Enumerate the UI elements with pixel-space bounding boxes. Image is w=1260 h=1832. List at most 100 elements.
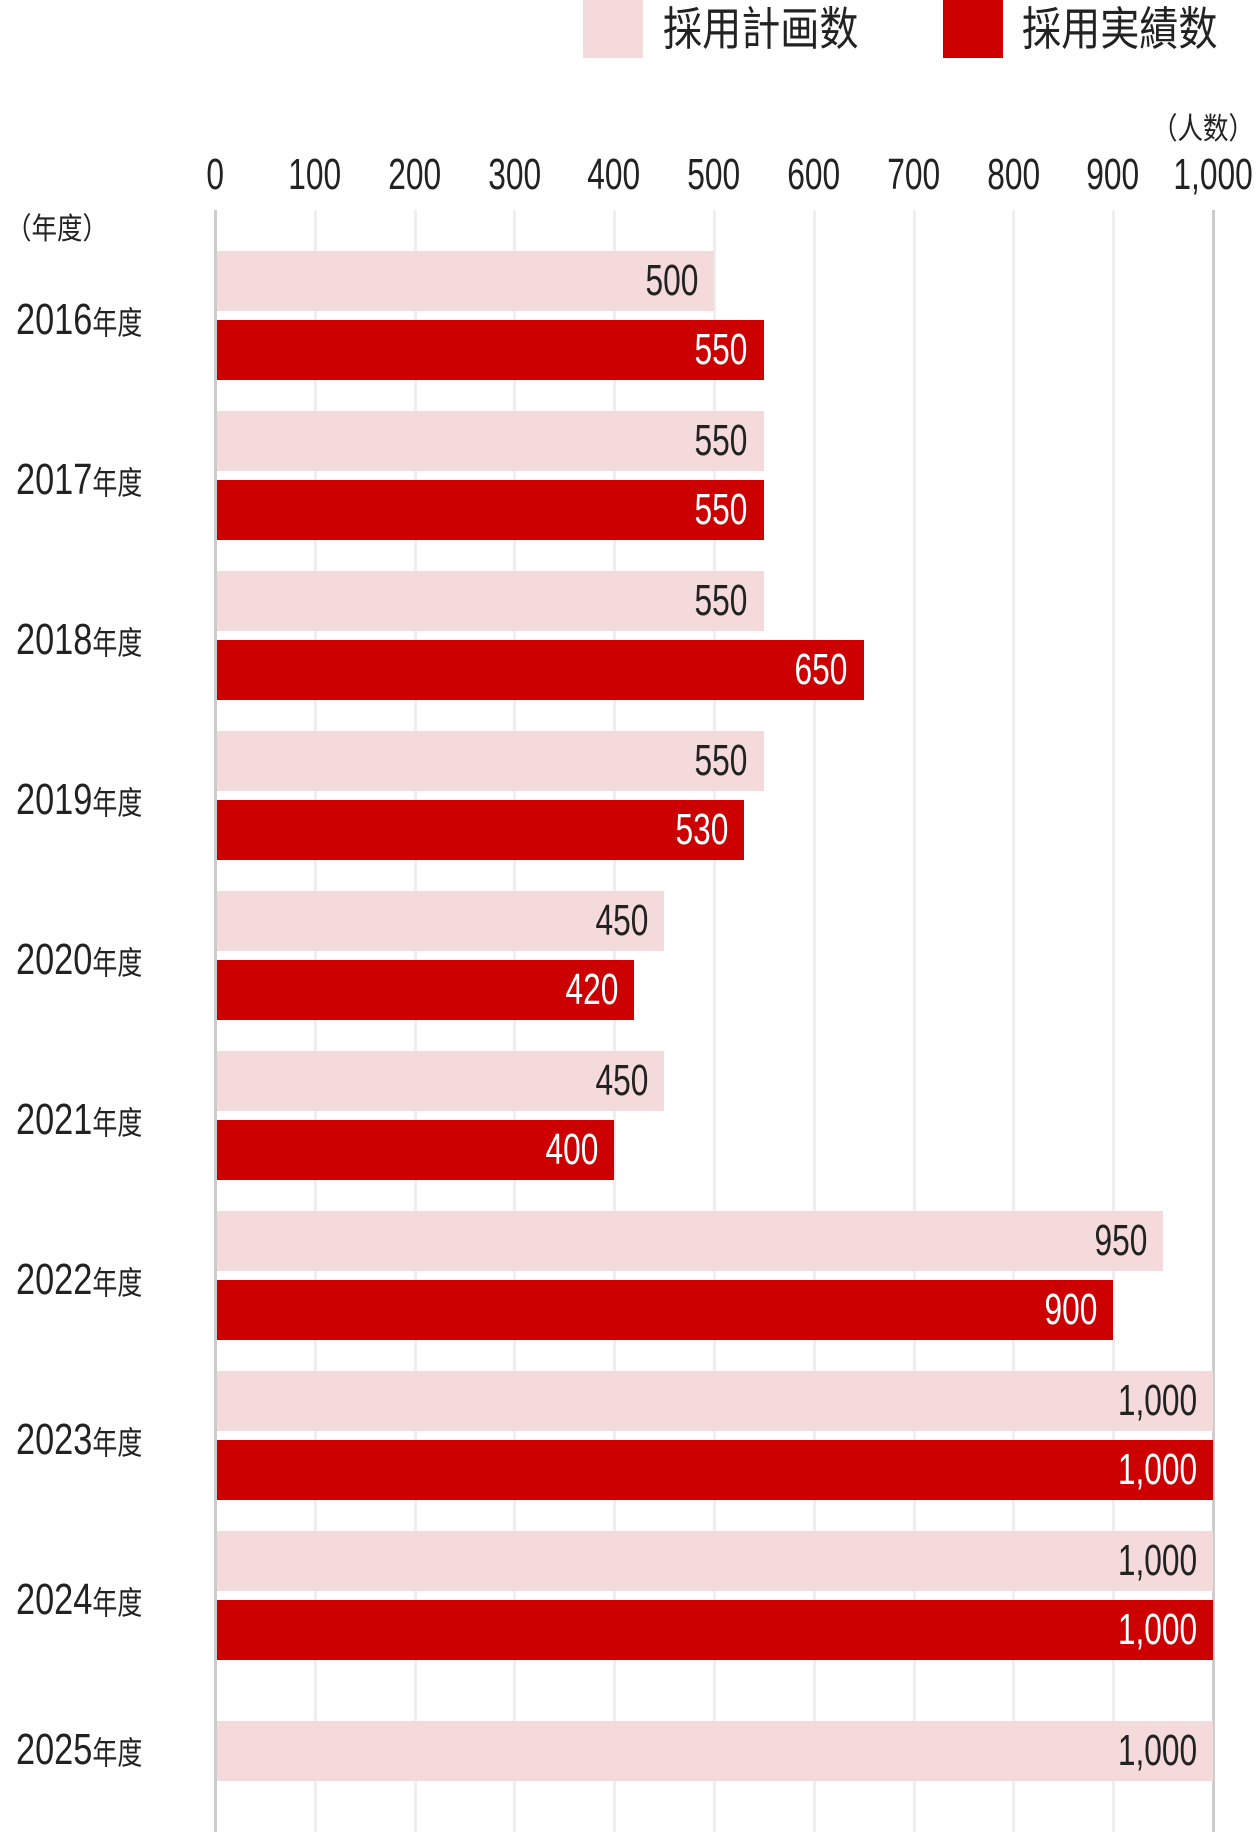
bar-value-label: 400 [525, 1124, 598, 1176]
x-tick-text: 0 [206, 150, 224, 199]
year-suffix: 年度 [92, 785, 143, 821]
bar-value-text: 420 [565, 965, 619, 1014]
bar-value-text: 1,000 [1117, 1605, 1197, 1654]
bar-value-text: 530 [675, 805, 728, 854]
legend-swatch-plan [583, 0, 643, 58]
year-suffix: 年度 [92, 1585, 143, 1621]
plan-bar: 550 [217, 411, 764, 471]
bar-value-label: 450 [575, 895, 648, 947]
plan-bar: 550 [217, 571, 764, 631]
bar-value-text: 1,000 [1117, 1536, 1197, 1585]
legend-swatch-actual [943, 0, 1003, 58]
bar-value-text: 650 [794, 645, 848, 694]
actual-bar: 1,000 [217, 1600, 1213, 1660]
bar-value-text: 1,000 [1117, 1445, 1197, 1494]
x-tick-text: 900 [1086, 150, 1140, 199]
year-number: 2023 [16, 1415, 93, 1464]
x-tick-text: 500 [687, 150, 741, 199]
bar-value-label: 550 [674, 415, 748, 467]
plan-bar: 1,000 [217, 1531, 1213, 1591]
plan-bar: 1,000 [217, 1721, 1213, 1781]
x-tick-text: 1,000 [1173, 150, 1253, 199]
x-tick-label: 300 [454, 150, 574, 200]
x-tick-text: 200 [388, 150, 442, 199]
year-label: 2022年度 [16, 1255, 142, 1305]
bar-value-text: 550 [695, 416, 748, 465]
bar-value-label: 1,000 [1087, 1444, 1197, 1496]
legend-label-actual: 採用実績数 [1022, 3, 1218, 55]
x-unit-label: （人数） [1152, 113, 1254, 146]
year-suffix: 年度 [92, 625, 143, 661]
bar-value-label: 550 [674, 324, 748, 376]
plan-bar: 1,000 [217, 1371, 1213, 1431]
x-tick-label: 900 [1053, 150, 1173, 200]
year-label: 2017年度 [16, 455, 142, 505]
actual-bar: 420 [217, 960, 635, 1020]
gridline [413, 210, 417, 1832]
bar-value-text: 550 [695, 485, 748, 534]
year-number: 2016 [16, 295, 93, 344]
bar-value-text: 1,000 [1117, 1376, 1197, 1425]
bar-value-text: 550 [695, 325, 748, 374]
x-tick-label: 200 [355, 150, 475, 200]
bar-value-label: 550 [674, 484, 748, 536]
year-label: 2019年度 [16, 775, 142, 825]
year-number: 2021 [16, 1095, 93, 1144]
actual-bar: 650 [217, 640, 864, 700]
gridline [1212, 210, 1215, 1832]
x-tick-label: 800 [953, 150, 1073, 200]
year-number: 2020 [16, 935, 93, 984]
year-label: 2024年度 [16, 1575, 142, 1625]
bar-value-label: 1,000 [1087, 1604, 1197, 1656]
bar-value-label: 650 [774, 644, 848, 696]
bar-value-label: 550 [674, 575, 748, 627]
bar-value-label: 1,000 [1087, 1375, 1197, 1427]
gridline [613, 210, 617, 1832]
x-tick-label: 100 [255, 150, 375, 200]
year-number: 2025 [16, 1725, 93, 1774]
year-label: 2023年度 [16, 1415, 142, 1465]
bar-value-text: 950 [1094, 1216, 1148, 1265]
bar-value-text: 450 [595, 896, 649, 945]
year-label: 2016年度 [16, 295, 142, 345]
x-tick-label: 600 [754, 150, 874, 200]
year-label: 2021年度 [16, 1095, 142, 1145]
year-number: 2018 [16, 615, 93, 664]
year-label: 2025年度 [16, 1725, 142, 1775]
gridline [713, 210, 716, 1832]
x-tick-label: 1,000 [1153, 150, 1260, 200]
legend-label-plan: 採用計画数 [663, 3, 859, 55]
actual-bar: 550 [217, 480, 764, 540]
plan-bar: 500 [217, 251, 714, 311]
year-number: 2022 [16, 1255, 93, 1304]
bar-value-label: 420 [545, 964, 618, 1016]
gridline [214, 210, 217, 1832]
x-tick-text: 400 [587, 150, 641, 199]
plan-bar: 450 [217, 1051, 665, 1111]
x-tick-text: 100 [288, 150, 342, 199]
year-number: 2019 [16, 775, 93, 824]
gridline [513, 210, 517, 1832]
bar-value-text: 450 [595, 1056, 649, 1105]
gridline [1012, 210, 1016, 1832]
bar-value-label: 550 [674, 735, 748, 787]
bar-value-text: 500 [645, 256, 698, 305]
year-number: 2017 [16, 455, 93, 504]
bar-value-text: 400 [545, 1125, 599, 1174]
bar-value-label: 900 [1024, 1284, 1097, 1336]
gridline [812, 210, 816, 1832]
x-tick-text: 700 [887, 150, 941, 199]
actual-bar: 530 [217, 800, 744, 860]
gridline [313, 210, 317, 1832]
year-suffix: 年度 [92, 1735, 143, 1771]
gridline [912, 210, 916, 1832]
y-unit-label: （年度） [6, 213, 108, 246]
actual-bar: 400 [217, 1120, 615, 1180]
bar-value-label: 1,000 [1087, 1535, 1197, 1587]
x-tick-label: 0 [155, 150, 275, 200]
actual-bar: 550 [217, 320, 764, 380]
year-suffix: 年度 [92, 1265, 143, 1301]
year-label: 2018年度 [16, 615, 142, 665]
year-suffix: 年度 [92, 1425, 143, 1461]
bar-value-label: 1,000 [1087, 1725, 1197, 1777]
